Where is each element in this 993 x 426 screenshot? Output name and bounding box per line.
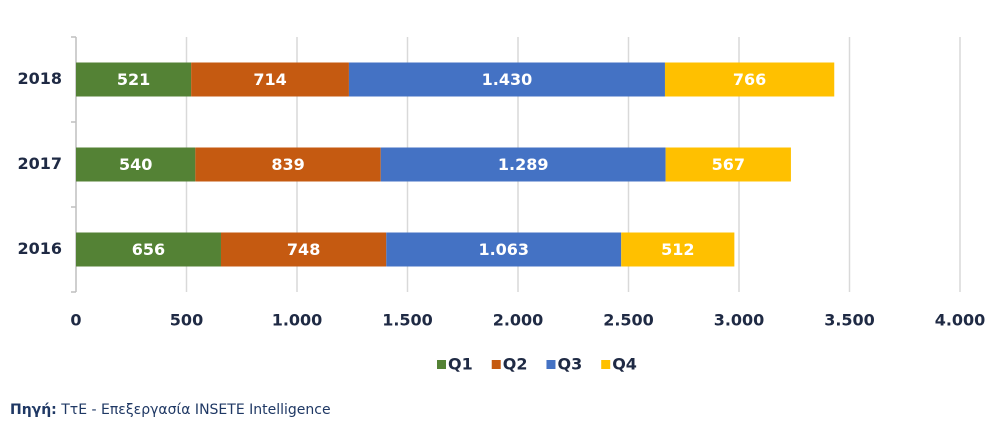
source-label: Πηγή: bbox=[10, 402, 57, 418]
bar-segment bbox=[348, 62, 665, 97]
legend-label: Q1 bbox=[448, 355, 473, 374]
value-label: 766 bbox=[733, 70, 766, 89]
y-tick-label: 2016 bbox=[17, 239, 62, 258]
bar-segment bbox=[664, 62, 835, 97]
legend-swatch bbox=[601, 360, 611, 369]
y-tick-label: 2017 bbox=[17, 154, 62, 173]
x-tick-label: 2.500 bbox=[603, 311, 654, 330]
bar-segment bbox=[191, 62, 349, 97]
bar-segment bbox=[220, 232, 387, 267]
legend-swatch bbox=[437, 360, 446, 369]
x-tick-label: 2.000 bbox=[493, 311, 544, 330]
x-tick-label: 1.000 bbox=[272, 311, 323, 330]
value-label: 839 bbox=[271, 155, 304, 174]
bar-segment bbox=[195, 147, 381, 182]
y-tick-label: 2018 bbox=[17, 69, 62, 88]
value-label: 714 bbox=[253, 70, 286, 89]
value-label: 748 bbox=[287, 240, 320, 259]
legend-swatch bbox=[491, 360, 501, 369]
x-tick-label: 0 bbox=[70, 311, 81, 330]
legend-label: Q2 bbox=[503, 355, 528, 374]
value-label: 1.289 bbox=[498, 155, 549, 174]
legend-label: Q3 bbox=[557, 355, 582, 374]
value-label: 540 bbox=[119, 155, 152, 174]
x-tick-label: 500 bbox=[170, 311, 203, 330]
source-text: ΤτΕ - Επεξεργασία INSETE Intelligence bbox=[60, 402, 330, 418]
legend-label: Q4 bbox=[612, 355, 637, 374]
bar-segment bbox=[380, 147, 666, 182]
bar-segment bbox=[76, 62, 192, 97]
value-label: 1.430 bbox=[482, 70, 533, 89]
value-label: 567 bbox=[712, 155, 745, 174]
legend-swatch bbox=[546, 360, 556, 369]
x-tick-label: 1.500 bbox=[382, 311, 433, 330]
bar-segment bbox=[665, 147, 791, 182]
value-label: 521 bbox=[117, 70, 150, 89]
x-tick-label: 3.500 bbox=[824, 311, 875, 330]
source: Πηγή: ΤτΕ - Επεξεργασία INSETE Intellige… bbox=[10, 402, 331, 418]
x-tick-label: 3.000 bbox=[714, 311, 765, 330]
value-label: 656 bbox=[132, 240, 165, 259]
bar-segment bbox=[386, 232, 622, 267]
x-tick-label: 4.000 bbox=[935, 311, 986, 330]
bar-segment bbox=[76, 147, 196, 182]
bar-segment bbox=[76, 232, 221, 267]
value-label: 512 bbox=[661, 240, 694, 259]
value-label: 1.063 bbox=[478, 240, 529, 259]
bar-segment bbox=[621, 232, 735, 267]
